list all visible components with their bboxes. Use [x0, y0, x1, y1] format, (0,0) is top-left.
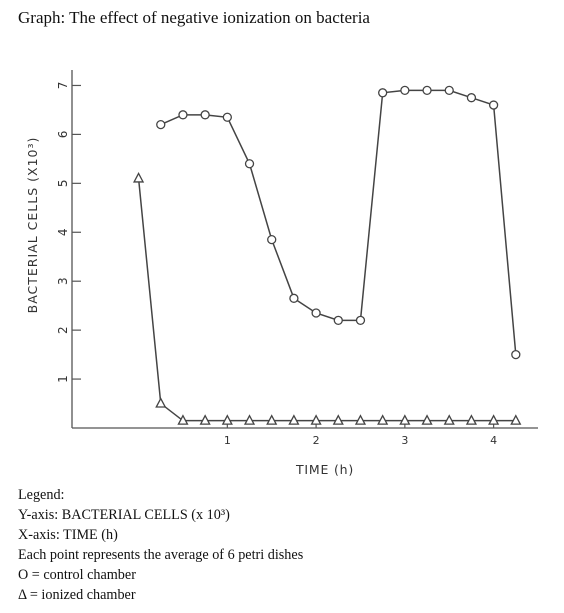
triangle-data-point: [465, 414, 478, 425]
triangle-data-point: [310, 414, 322, 425]
series-layer: [132, 85, 522, 425]
legend-heading: Legend:: [18, 487, 65, 503]
circle-data-point: [289, 293, 299, 303]
legend-line: Y-axis: BACTERIAL CELLS (x 10³): [18, 507, 230, 523]
triangle-data-point: [421, 414, 433, 425]
legend-line: Δ = ionized chamber: [18, 587, 136, 603]
line-chart: 1 2 3 4 5 6 7 1 2 3 4 BACTERIAL CELLS (X10³) TIME …: [25, 70, 538, 477]
legend: Legend: Y-axis: BACTERIAL CELLS (x 10³) …: [18, 485, 303, 605]
circle-series-line: [160, 89, 517, 355]
y-tick-label: 1: [56, 375, 70, 383]
triangle-data-point: [177, 414, 189, 425]
triangle-series-line: [137, 178, 516, 422]
circle-data-point: [311, 308, 321, 318]
x-tick-label: 4: [490, 434, 497, 447]
circle-data-point: [488, 100, 499, 110]
x-tick-label: 1: [224, 434, 231, 447]
y-tick-label: 2: [56, 326, 70, 334]
y-tick-label: 7: [56, 82, 70, 90]
circle-data-point: [444, 85, 454, 96]
triangle-data-point: [443, 414, 455, 425]
x-axis-label: TIME (h): [295, 462, 354, 477]
triangle-data-point: [488, 414, 500, 425]
chart-area: 1 2 3 4 5 6 7 1 2 3 4 BACTERIAL CELLS (X10³) TIME …: [0, 50, 564, 490]
circle-data-point: [244, 159, 255, 169]
y-tick-label: 4: [56, 228, 70, 236]
y-axis-label: BACTERIAL CELLS (X10³): [25, 137, 40, 314]
y-tick-label: 6: [56, 131, 70, 139]
triangle-data-point: [399, 414, 411, 425]
circle-data-point: [378, 88, 388, 98]
triangle-data-point: [510, 414, 522, 425]
triangle-data-point: [132, 172, 145, 183]
circle-data-point: [466, 93, 477, 103]
triangle-data-point: [221, 414, 233, 425]
circle-data-point: [178, 110, 188, 120]
circle-data-point: [400, 85, 410, 96]
triangle-data-point: [155, 397, 167, 408]
triangle-data-point: [243, 414, 256, 425]
circle-data-point: [267, 234, 277, 245]
legend-line: O = control chamber: [18, 567, 136, 583]
circle-data-point: [333, 315, 343, 325]
y-tick-label: 3: [56, 277, 70, 285]
x-tick-label: 3: [401, 434, 408, 447]
triangle-data-point: [199, 414, 211, 425]
triangle-data-point: [354, 414, 367, 425]
y-tick-label: 5: [56, 180, 70, 188]
circle-data-point: [156, 119, 166, 130]
circle-data-point: [222, 112, 232, 122]
circle-data-point: [422, 85, 432, 96]
triangle-data-point: [288, 414, 300, 425]
axes: 1 2 3 4 5 6 7 1 2 3 4: [56, 70, 538, 447]
circle-data-point: [200, 110, 210, 120]
circle-data-point: [511, 349, 521, 360]
legend-line: Each point represents the average of 6 p…: [18, 547, 304, 563]
chart-title: Graph: The effect of negative ionization…: [18, 8, 370, 27]
triangle-data-point: [266, 414, 278, 425]
circle-data-point: [355, 315, 366, 325]
x-tick-label: 2: [313, 434, 320, 447]
legend-line: X-axis: TIME (h): [18, 527, 118, 543]
triangle-data-point: [332, 414, 344, 425]
triangle-data-point: [377, 414, 389, 425]
